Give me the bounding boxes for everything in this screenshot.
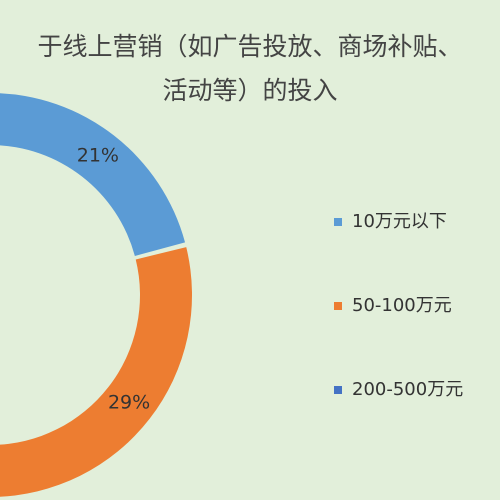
legend-marker: [334, 218, 342, 226]
data-label: 29%: [108, 391, 150, 413]
chart-title-line: 活动等）的投入: [162, 76, 337, 105]
data-label: 21%: [77, 144, 119, 166]
legend-label: 50-100万元: [352, 295, 452, 316]
donut-slice: [0, 247, 192, 497]
legend-label: 10万元以下: [352, 211, 447, 232]
chart-title-line: 于线上营销（如广告投放、商场补贴、: [37, 32, 462, 61]
legend-label: 200-500万元: [352, 379, 463, 400]
legend-marker: [334, 386, 342, 394]
donut-slice: [0, 93, 186, 256]
legend-marker: [334, 302, 342, 310]
